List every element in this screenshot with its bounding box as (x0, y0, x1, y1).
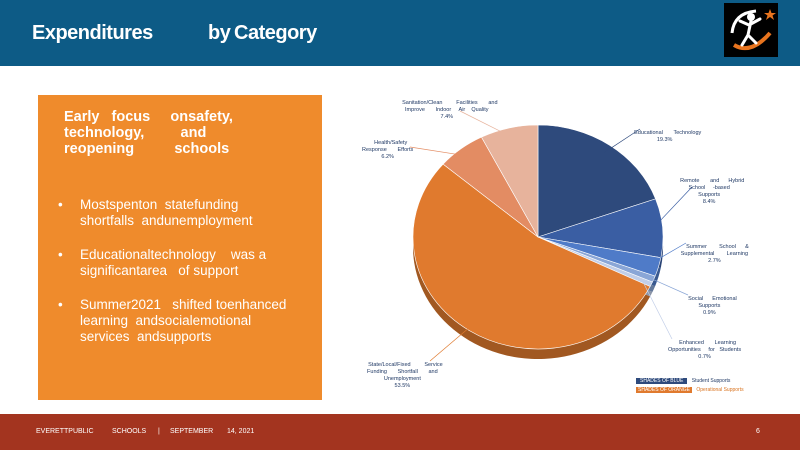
footer-bar: EVERETTPUBLIC SCHOOLS | SEPTEMBER 14, 20… (0, 414, 800, 450)
pie-slice-7 (481, 124, 539, 239)
leader-line-6 (409, 146, 468, 157)
slice-label-3: Social Emotional Supports 0.9% (688, 296, 737, 316)
footer-date-month: SEPTEMBER (170, 428, 214, 435)
footer-date: 14, 2021 (227, 428, 255, 435)
legend-swatch: SHADES OF ORANGE (636, 387, 692, 393)
legend-label: Operational Supports (696, 387, 744, 393)
header-bar: Expenditures by Category (0, 0, 800, 66)
page-number: 6 (756, 428, 760, 435)
slice-label-5: State/Local/Fixed Service Funding Shortf… (367, 362, 443, 389)
slice-label-2: Summer School & Supplemental Learning 2.7… (680, 244, 749, 264)
legend-item: SHADES OF ORANGE Operational Supports (636, 387, 744, 393)
footer-separator: | (158, 428, 160, 435)
panel-heading: Early focus onsafety, technology, and re… (64, 109, 233, 157)
expenditure-pie-chart: Educational Technology 19.3% Remote and H… (340, 85, 780, 405)
footer-org: EVERETTPUBLIC (36, 428, 94, 435)
pie-slice-5 (412, 163, 651, 350)
leader-line-1 (652, 186, 693, 229)
slice-label-7: Sanitation/Clean Facilities and Improve … (402, 100, 498, 120)
chart-legend: SHADES OF BLUE Student Supports SHADES O… (636, 376, 746, 396)
legend-label: Student Supports (691, 378, 731, 384)
leader-line-4 (641, 280, 673, 340)
title-word: by (208, 22, 231, 44)
leader-line-5 (429, 322, 475, 362)
pie-slice-0 (537, 124, 656, 238)
slice-label-4: Enhanced Learning Opportunities for Stud… (668, 340, 742, 360)
bullet-dot: • (58, 197, 63, 212)
title-word: Expenditures (32, 22, 153, 44)
bullet-dot: • (58, 297, 63, 312)
bullet-dot: • (58, 247, 63, 262)
leader-line-0 (603, 128, 641, 153)
slice-label-0: Educational Technology 19.3% (634, 130, 702, 143)
slice-label-6: Health/Safety Response Efforts 6.2% (362, 140, 414, 160)
legend-item: SHADES OF BLUE Student Supports (636, 378, 730, 384)
footer-dept: SCHOOLS (112, 428, 147, 435)
legend-swatch: SHADES OF BLUE (636, 378, 688, 384)
summary-panel: Early focus onsafety, technology, and re… (38, 95, 322, 400)
bullet-text: Mostspenton statefunding shortfalls andu… (80, 197, 253, 228)
bullet-text: Educationaltechnology was a significanta… (80, 247, 267, 278)
bullet-text: Summer2021 shifted toenhanced learning a… (80, 297, 287, 344)
title-word: Category (234, 22, 317, 44)
leader-line-7 (459, 110, 512, 138)
page-title: Expenditures by Category (0, 22, 320, 52)
leader-line-2 (648, 242, 687, 265)
pie-svg (409, 110, 693, 362)
slice-label-1: Remote and Hybrid School -based Supports… (680, 178, 745, 205)
logo (724, 3, 778, 57)
leader-line-3 (644, 275, 689, 296)
